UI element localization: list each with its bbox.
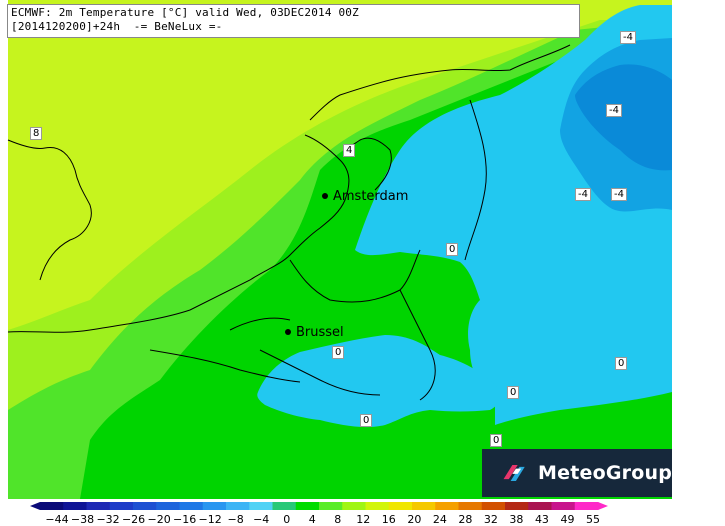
contour-label: 0 — [332, 346, 345, 359]
band-cold-south — [257, 335, 501, 428]
colorbar-segment — [342, 502, 366, 510]
colorbar-tick-label: −44 — [45, 513, 69, 526]
meteogroup-logo-text: MeteoGroup — [538, 462, 672, 484]
contour-label: 8 — [30, 127, 43, 140]
colorbar-segment — [319, 502, 343, 510]
colorbar-tick-label: 0 — [283, 513, 291, 526]
colorbar-tick-label: 24 — [432, 513, 447, 526]
contour-label: 0 — [507, 386, 520, 399]
colorbar-segment — [412, 502, 436, 510]
colorbar-segment — [63, 502, 87, 510]
colorbar-segment — [435, 502, 459, 510]
colorbar-segment — [528, 502, 552, 510]
contour-label: 0 — [446, 243, 459, 256]
colorbar-tick-label: 49 — [560, 513, 575, 526]
contour-label: 0 — [615, 357, 628, 370]
colorbar-segment — [249, 502, 273, 510]
contour-label: -4 — [620, 31, 636, 44]
city-label-amsterdam: Amsterdam — [333, 189, 409, 204]
contour-label: 4 — [343, 144, 356, 157]
colorbar-tick-label: 28 — [458, 513, 473, 526]
colorbar-segment — [365, 502, 390, 510]
colorbar — [30, 502, 608, 510]
city-label-brussel: Brussel — [296, 325, 344, 340]
colorbar-segment — [551, 502, 576, 510]
contour-label: 0 — [490, 434, 503, 447]
colorbar-tick-label: −8 — [227, 513, 244, 526]
header-line-2: [2014120200]+24h -= BeNeLux =- — [11, 20, 223, 33]
colorbar-segment — [505, 502, 529, 510]
meteogroup-logo-icon — [503, 465, 525, 481]
colorbar-segment — [388, 502, 413, 510]
colorbar-tick-label: 16 — [381, 513, 396, 526]
colorbar-tick-label: −16 — [173, 513, 197, 526]
colorbar-left-arrow — [30, 502, 40, 510]
colorbar-tick-label: 4 — [308, 513, 316, 526]
colorbar-tick-label: −12 — [198, 513, 222, 526]
header-line-1: ECMWF: 2m Temperature [°C] valid Wed, 03… — [11, 6, 359, 19]
colorbar-tick-label: 32 — [483, 513, 498, 526]
colorbar-tick-label: −38 — [70, 513, 95, 526]
colorbar-tick-label: 38 — [509, 513, 524, 526]
colorbar-tick-label: 12 — [356, 513, 371, 526]
colorbar-segment — [481, 502, 506, 510]
colorbar-segment — [86, 502, 111, 510]
colorbar-tick-label: −4 — [253, 513, 270, 526]
colorbar-segment — [295, 502, 320, 510]
colorbar-tick-label: 43 — [534, 513, 549, 526]
colorbar-tick-label: −26 — [121, 513, 146, 526]
contour-label: 0 — [360, 414, 373, 427]
contour-label: -4 — [575, 188, 591, 201]
colorbar-segment — [574, 502, 599, 510]
colorbar-segment — [179, 502, 204, 510]
colorbar-tick-label: 55 — [586, 513, 600, 526]
colorbar-segment — [202, 502, 227, 510]
colorbar-tick-label: 8 — [334, 513, 342, 526]
colorbar-tick-label: −20 — [147, 513, 171, 526]
colorbar-segment — [458, 502, 483, 510]
map-header: ECMWF: 2m Temperature [°C] valid Wed, 03… — [7, 4, 580, 38]
contour-label: -4 — [611, 188, 627, 201]
colorbar-tick-label: −32 — [96, 513, 120, 526]
coastlines — [7, 44, 571, 401]
city-dot-brussel — [285, 329, 291, 335]
colorbar-segment — [133, 502, 157, 510]
colorbar-segment — [226, 502, 250, 510]
city-dot-amsterdam — [322, 193, 328, 199]
meteogroup-logo: MeteoGroup — [482, 449, 672, 497]
band-coldest — [575, 64, 672, 171]
colorbar-right-arrow — [598, 502, 608, 510]
colorbar-tick-label: 20 — [407, 513, 422, 526]
colorbar-segment — [272, 502, 297, 510]
contour-label: -4 — [606, 104, 622, 117]
colorbar-segment — [156, 502, 180, 510]
colorbar-segment — [40, 502, 64, 510]
band-cold-south-east — [495, 378, 672, 425]
colorbar-segment — [109, 502, 134, 510]
